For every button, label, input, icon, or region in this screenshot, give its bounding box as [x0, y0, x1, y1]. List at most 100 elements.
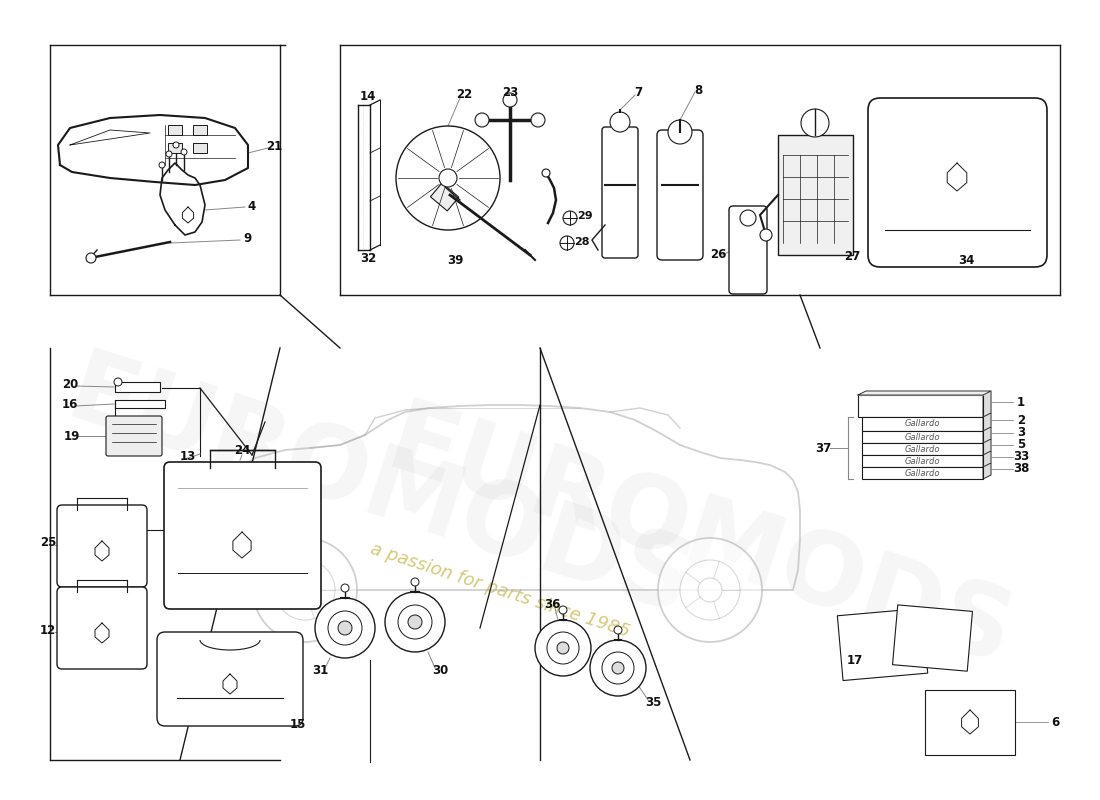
Text: 26: 26	[710, 249, 726, 262]
Circle shape	[547, 632, 579, 664]
Text: 14: 14	[360, 90, 376, 103]
Bar	[430, 183, 459, 211]
Circle shape	[396, 126, 500, 230]
Text: EUROMODS: EUROMODS	[375, 394, 1024, 686]
Text: 36: 36	[543, 598, 560, 611]
FancyBboxPatch shape	[157, 632, 302, 726]
Circle shape	[760, 229, 772, 241]
Text: 12: 12	[40, 623, 56, 637]
Text: 9: 9	[244, 233, 252, 246]
Polygon shape	[983, 439, 991, 455]
Circle shape	[590, 640, 646, 696]
Text: 35: 35	[645, 697, 661, 710]
Text: 6: 6	[1050, 715, 1059, 729]
Text: 20: 20	[62, 378, 78, 391]
Text: 5: 5	[1016, 438, 1025, 451]
Circle shape	[610, 112, 630, 132]
Text: Gallardo: Gallardo	[904, 433, 939, 442]
Polygon shape	[983, 391, 991, 417]
Text: 19: 19	[64, 430, 80, 442]
Text: 13: 13	[180, 450, 196, 462]
Text: 21: 21	[266, 141, 282, 154]
Circle shape	[614, 626, 622, 634]
Text: 27: 27	[844, 250, 860, 263]
Text: 25: 25	[40, 537, 56, 550]
Text: Gallardo: Gallardo	[904, 457, 939, 466]
Text: Gallardo: Gallardo	[904, 419, 939, 429]
Circle shape	[559, 606, 566, 614]
FancyBboxPatch shape	[57, 505, 147, 587]
Bar	[925, 690, 1015, 755]
Polygon shape	[983, 427, 991, 443]
Bar	[192, 143, 207, 153]
Circle shape	[557, 642, 569, 654]
Circle shape	[535, 620, 591, 676]
Text: 39: 39	[447, 254, 463, 266]
Circle shape	[182, 149, 187, 155]
Circle shape	[86, 253, 96, 263]
Circle shape	[531, 113, 544, 127]
FancyBboxPatch shape	[729, 206, 767, 294]
Circle shape	[338, 621, 352, 635]
Bar	[778, 135, 852, 255]
Circle shape	[563, 211, 578, 225]
Circle shape	[740, 210, 756, 226]
Circle shape	[542, 169, 550, 177]
Bar	[862, 443, 983, 455]
Bar	[192, 125, 207, 135]
Circle shape	[315, 598, 375, 658]
Circle shape	[341, 584, 349, 592]
Circle shape	[398, 605, 432, 639]
Text: EUROMODS: EUROMODS	[56, 343, 704, 637]
Text: Gallardo: Gallardo	[904, 445, 939, 454]
Circle shape	[668, 120, 692, 144]
Text: 24: 24	[234, 443, 250, 457]
Polygon shape	[983, 451, 991, 467]
Text: 3: 3	[1016, 426, 1025, 439]
Circle shape	[658, 538, 762, 642]
Text: 29: 29	[578, 211, 593, 221]
Text: 32: 32	[360, 251, 376, 265]
Circle shape	[612, 662, 624, 674]
Text: 4: 4	[248, 199, 256, 213]
Text: 2: 2	[1016, 414, 1025, 426]
Polygon shape	[858, 391, 991, 395]
Circle shape	[698, 578, 722, 602]
Circle shape	[385, 592, 446, 652]
Circle shape	[408, 615, 422, 629]
Circle shape	[328, 611, 362, 645]
Text: 37: 37	[815, 442, 832, 454]
Polygon shape	[160, 163, 205, 235]
Bar	[862, 467, 983, 479]
Polygon shape	[983, 463, 991, 479]
Circle shape	[560, 236, 574, 250]
Text: 15: 15	[289, 718, 306, 731]
Bar	[862, 455, 983, 467]
Text: 8: 8	[694, 83, 702, 97]
FancyBboxPatch shape	[106, 416, 162, 456]
Circle shape	[411, 578, 419, 586]
FancyBboxPatch shape	[657, 130, 703, 260]
Text: 17: 17	[847, 654, 864, 666]
Circle shape	[293, 578, 317, 602]
Polygon shape	[58, 115, 248, 185]
Text: 1: 1	[1016, 395, 1025, 409]
Text: 28: 28	[574, 237, 590, 247]
FancyBboxPatch shape	[57, 587, 147, 669]
Bar	[168, 143, 182, 153]
Bar	[862, 431, 983, 443]
Text: a passion for parts since 1985: a passion for parts since 1985	[367, 539, 632, 641]
Circle shape	[275, 560, 336, 620]
Text: 34: 34	[958, 254, 975, 267]
Circle shape	[680, 560, 740, 620]
Circle shape	[160, 162, 165, 168]
Bar	[858, 395, 983, 417]
Circle shape	[114, 378, 122, 386]
FancyBboxPatch shape	[164, 462, 321, 609]
Bar	[837, 608, 927, 681]
Text: 31: 31	[312, 665, 328, 678]
Bar	[862, 417, 983, 431]
Text: 22: 22	[455, 89, 472, 102]
Text: 23: 23	[502, 86, 518, 98]
Circle shape	[475, 113, 490, 127]
